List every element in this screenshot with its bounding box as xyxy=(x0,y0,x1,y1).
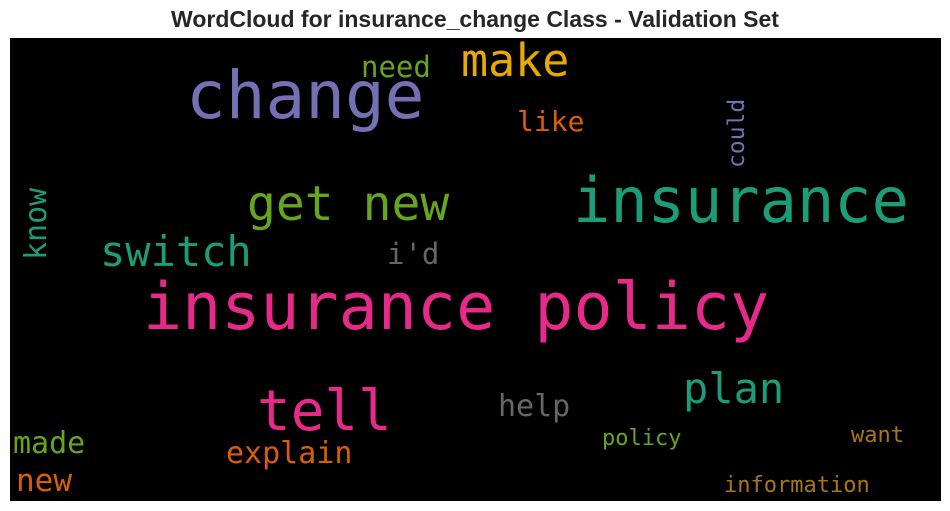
word-could: could xyxy=(724,98,750,168)
word-make: make xyxy=(461,38,570,87)
word-want: want xyxy=(851,423,904,448)
word-made: made xyxy=(13,426,86,461)
word-get-new: get new xyxy=(247,176,450,232)
word-like: like xyxy=(517,105,585,138)
word-policy: policy xyxy=(602,426,682,451)
word-know: know xyxy=(19,187,54,260)
word-plan: plan xyxy=(683,364,785,413)
wordcloud-canvas: insurance policy insurance change tell m… xyxy=(10,38,941,501)
word-insurance: insurance xyxy=(573,164,909,237)
word-tell: tell xyxy=(257,379,392,444)
word-information: information xyxy=(724,473,870,498)
word-help: help xyxy=(498,389,571,424)
word-need: need xyxy=(361,50,431,84)
figure-title: WordCloud for insurance_change Class - V… xyxy=(171,6,779,32)
word-switch: switch xyxy=(100,227,252,276)
word-insurance-policy: insurance policy xyxy=(143,270,770,345)
word-id: i'd xyxy=(387,237,440,271)
word-change: change xyxy=(186,57,425,134)
word-explain: explain xyxy=(226,436,353,471)
word-new: new xyxy=(16,463,72,499)
